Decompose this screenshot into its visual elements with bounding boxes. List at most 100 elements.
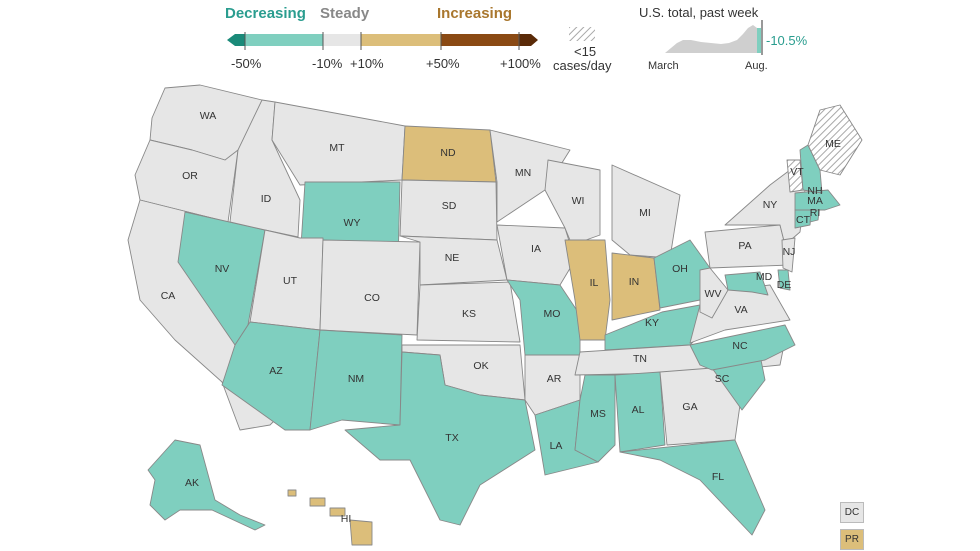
national-end-label: Aug. [745, 60, 768, 72]
state-me [807, 104, 863, 176]
state-label-il: IL [590, 277, 599, 289]
state-label-va: VA [734, 304, 747, 316]
legend-steady-title: Steady [320, 5, 370, 22]
state-nj [781, 237, 796, 273]
state-ga [659, 367, 741, 446]
state-label-me: ME [825, 138, 841, 150]
state-label-or: OR [182, 170, 198, 182]
legend-hatch-swatch [569, 27, 595, 41]
territory-dc: DC [840, 502, 864, 523]
state-md [724, 271, 769, 296]
state-mi [611, 164, 681, 259]
national-value: -10.5% [766, 33, 808, 48]
territory-pr-label: PR [845, 534, 859, 545]
state-fl [619, 439, 766, 536]
state-label-nm: NM [348, 373, 364, 385]
state-label-nj: NJ [783, 246, 796, 258]
state-label-in: IN [629, 276, 640, 288]
state-ma [794, 189, 841, 211]
state-mn [489, 129, 571, 223]
state-label-ks: KS [462, 308, 476, 320]
state-label-wv: WV [705, 288, 722, 300]
state-label-sd: SD [442, 200, 457, 212]
state-label-al: AL [632, 404, 645, 416]
state-label-ri: RI [810, 207, 821, 219]
state-label-ct: CT [796, 214, 811, 226]
legend-tick-minus10: -10% [312, 56, 343, 71]
state-label-tn: TN [633, 353, 647, 365]
state-label-pa: PA [738, 240, 751, 252]
state-ne [399, 235, 508, 286]
legend-hatch-label-1: <15 [574, 44, 597, 59]
state-ak [147, 439, 266, 531]
state-al [614, 371, 666, 453]
state-label-az: AZ [269, 365, 283, 377]
national-sparkline [665, 20, 763, 55]
legend-tick-plus100: +100% [500, 56, 541, 71]
legend-tick-plus50: +50% [426, 56, 460, 71]
legend-swatch-dec-strong [227, 34, 245, 46]
state-label-mi: MI [639, 207, 651, 219]
legend-tick-minus50: -50% [231, 56, 262, 71]
state-label-tx: TX [445, 432, 458, 444]
state-label-ky: KY [645, 317, 659, 329]
state-label-la: LA [550, 440, 563, 452]
state-label-ca: CA [161, 290, 176, 302]
state-label-oh: OH [672, 263, 688, 275]
state-tx [344, 351, 536, 526]
state-label-mo: MO [544, 308, 561, 320]
state-label-ga: GA [682, 401, 697, 413]
state-hi [287, 489, 373, 546]
state-label-vt: VT [790, 166, 804, 178]
state-label-ok: OK [473, 360, 488, 372]
state-label-de: DE [777, 279, 792, 291]
legend-increasing-title: Increasing [437, 5, 513, 22]
state-label-ma: MA [807, 195, 823, 207]
state-label-co: CO [364, 292, 380, 304]
state-label-nh: NH [807, 185, 822, 197]
territory-pr: PR [840, 529, 864, 550]
legend-swatch-inc-strongest [519, 34, 538, 46]
state-label-nd: ND [440, 147, 456, 159]
state-label-fl: FL [712, 471, 724, 483]
state-ia [496, 224, 576, 286]
state-in [611, 252, 661, 321]
state-label-wa: WA [200, 110, 217, 122]
legend-tick-plus10: +10% [350, 56, 384, 71]
state-label-sc: SC [715, 373, 730, 385]
state-label-ne: NE [445, 252, 460, 264]
state-label-mn: MN [515, 167, 531, 179]
state-label-ut: UT [283, 275, 298, 287]
territory-dc-label: DC [844, 507, 860, 518]
state-ks [416, 281, 521, 343]
legend-decreasing-title: Decreasing [225, 5, 306, 22]
state-nm [309, 329, 403, 431]
state-label-ia: IA [531, 243, 541, 255]
state-label-wy: WY [344, 217, 361, 229]
national-start-label: March [648, 60, 679, 72]
legend-hatch-label-2: cases/day [553, 58, 612, 73]
state-label-ms: MS [590, 408, 606, 420]
state-label-ak: AK [185, 477, 199, 489]
state-nh [799, 144, 823, 194]
state-label-id: ID [261, 193, 272, 205]
national-title: U.S. total, past week [639, 5, 759, 20]
state-label-ny: NY [763, 199, 778, 211]
state-label-nv: NV [215, 263, 230, 275]
state-de [777, 269, 791, 291]
state-label-mt: MT [329, 142, 345, 154]
legend-swatch-dec [245, 34, 323, 46]
legend-swatch-steady [323, 34, 361, 46]
legend-swatch-inc-strong [441, 34, 519, 46]
legend-color-scale [227, 32, 538, 50]
state-label-hi: HI [341, 513, 352, 525]
state-nc [689, 324, 796, 371]
state-label-wi: WI [572, 195, 585, 207]
state-label-ar: AR [547, 373, 562, 385]
legend-swatch-inc [361, 34, 441, 46]
state-or [134, 139, 239, 223]
state-co [319, 239, 421, 336]
state-label-nc: NC [732, 340, 748, 352]
state-label-md: MD [756, 271, 773, 283]
